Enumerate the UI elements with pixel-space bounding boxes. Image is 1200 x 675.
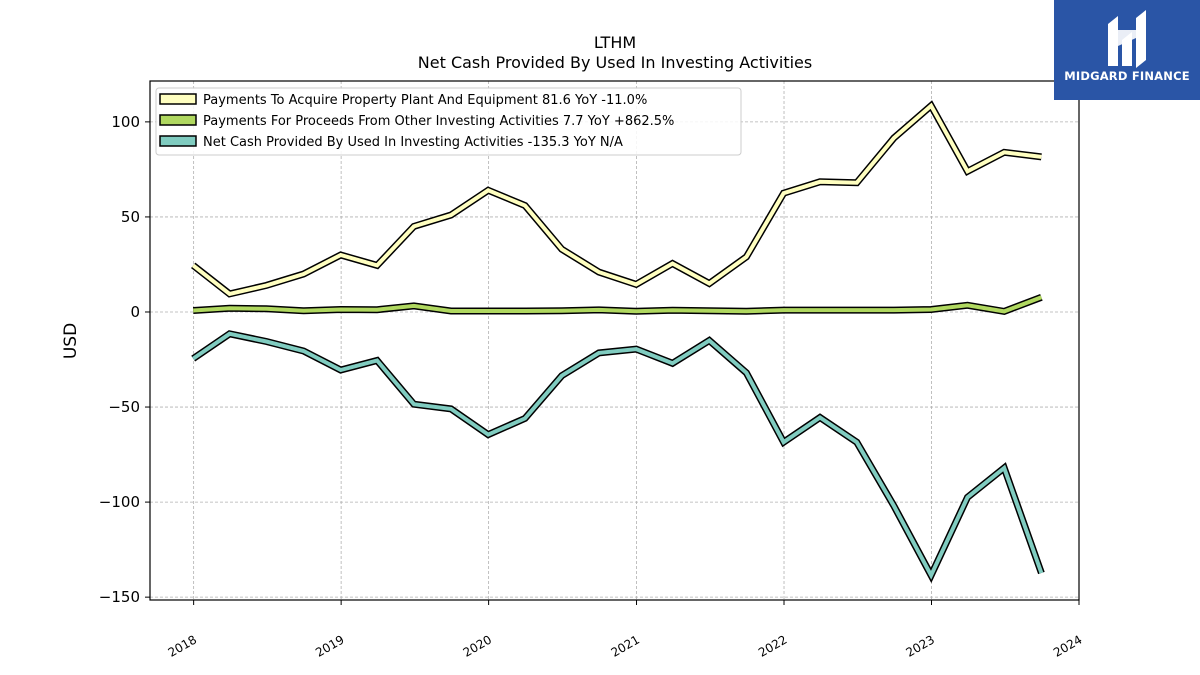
y-axis-label: USD [61, 323, 81, 359]
series-line-1 [191, 102, 1042, 297]
x-tick-label: 2019 [313, 632, 346, 659]
chart-subtitle: Net Cash Provided By Used In Investing A… [418, 53, 812, 72]
series-line-2 [193, 295, 1043, 314]
x-tick-label: 2018 [166, 632, 199, 659]
legend-box [155, 87, 742, 156]
legend: Payments To Acquire Property Plant And E… [155, 87, 742, 156]
legend-swatch-2 [159, 114, 197, 126]
x-tick-label: 2022 [756, 632, 789, 659]
brand-logo: MIDGARD FINANCE [1054, 0, 1200, 100]
y-tick-label: −100 [99, 493, 140, 511]
x-tick-label: 2020 [461, 632, 494, 659]
y-tick-label: 100 [111, 113, 140, 131]
x-tick-label: 2021 [609, 632, 642, 659]
series-line-outline-3 [191, 330, 1045, 584]
plot-frame [149, 80, 1080, 601]
legend-entry-2: Payments For Proceeds From Other Investi… [203, 114, 674, 129]
y-tick-label: 0 [130, 303, 140, 321]
legend-swatch-1 [159, 93, 197, 105]
y-tick-label: −50 [108, 398, 140, 416]
legend-entry-1: Payments To Acquire Property Plant And E… [203, 93, 647, 108]
midgard-logo-icon [1108, 10, 1146, 68]
x-tick-label: 2024 [1051, 632, 1084, 659]
series-line-3 [192, 331, 1044, 580]
y-tick-label: −150 [99, 588, 140, 606]
legend-entry-3: Net Cash Provided By Used In Investing A… [203, 135, 623, 150]
x-tick-label: 2023 [904, 632, 937, 659]
brand-name: MIDGARD FINANCE [1064, 69, 1190, 83]
legend-swatch-3 [159, 135, 197, 147]
chart-title: LTHM [594, 33, 636, 52]
y-tick-label: 50 [121, 208, 140, 226]
